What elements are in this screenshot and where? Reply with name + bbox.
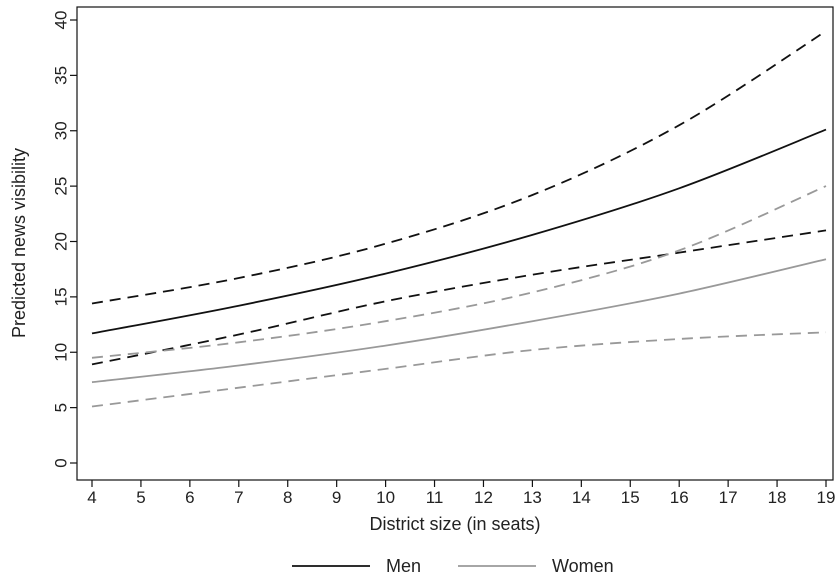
- plot-frame: [76, 6, 834, 481]
- x-tick-label: 13: [523, 488, 542, 507]
- x-axis-title: District size (in seats): [369, 514, 540, 534]
- y-tick-label: 35: [51, 66, 70, 85]
- ci-line-5: [91, 331, 827, 408]
- y-tick-label: 40: [51, 11, 70, 30]
- legend: Men Women: [292, 556, 614, 576]
- y-axis-title: Predicted news visibility: [9, 148, 29, 338]
- x-tick-label: 9: [332, 488, 341, 507]
- x-tick-label: 8: [283, 488, 292, 507]
- y-tick-label: 10: [51, 343, 70, 362]
- x-axis: 4 5 6 7 8 9 10 11 12 13 14 15 16 17 18 19: [87, 480, 835, 507]
- legend-label: Men: [386, 556, 421, 576]
- series-layer: [91, 30, 827, 408]
- x-tick-label: 16: [670, 488, 689, 507]
- ci-line-1: [91, 30, 827, 305]
- y-tick-label: 30: [51, 121, 70, 140]
- x-tick-label: 10: [376, 488, 395, 507]
- x-tick-label: 18: [768, 488, 787, 507]
- x-tick-label: 6: [185, 488, 194, 507]
- x-tick-label: 19: [817, 488, 836, 507]
- y-tick-label: 0: [51, 458, 70, 467]
- y-tick-label: 25: [51, 177, 70, 196]
- series-line-0: [91, 128, 827, 335]
- y-tick-label: 5: [51, 403, 70, 412]
- ci-line-4: [91, 185, 827, 359]
- y-tick-label: 20: [51, 232, 70, 251]
- x-tick-label: 11: [426, 488, 444, 507]
- x-tick-label: 15: [621, 488, 640, 507]
- x-tick-label: 12: [474, 488, 493, 507]
- x-tick-label: 5: [136, 488, 145, 507]
- ci-line-2: [91, 229, 827, 366]
- y-tick-label: 15: [51, 287, 70, 306]
- x-tick-label: 4: [87, 488, 96, 507]
- legend-label: Women: [552, 556, 614, 576]
- x-tick-label: 17: [719, 488, 738, 507]
- y-axis: 0 5 10 15 20 25 30 35 40: [51, 11, 77, 468]
- x-tick-label: 7: [234, 488, 243, 507]
- series-line-3: [91, 258, 827, 384]
- x-tick-label: 14: [572, 488, 591, 507]
